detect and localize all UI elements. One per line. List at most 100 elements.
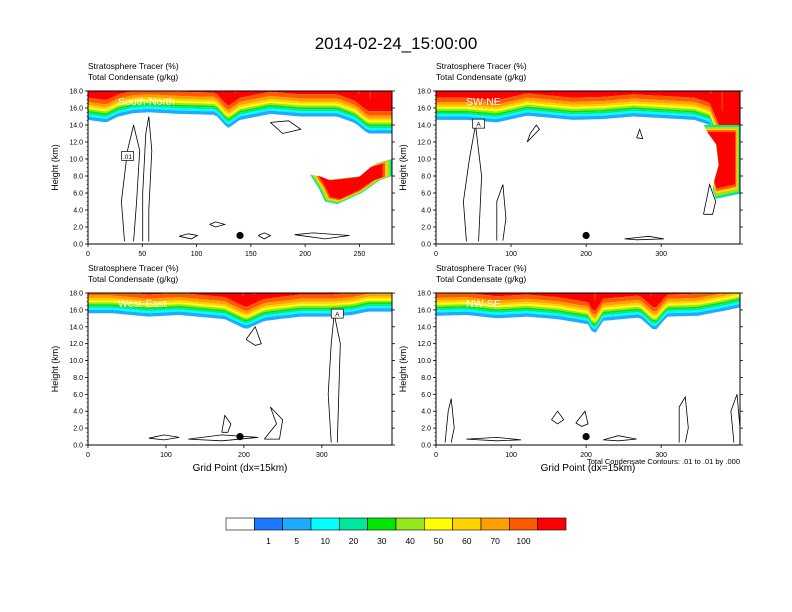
- contour-line: [444, 398, 455, 443]
- tropopause-fold: [703, 125, 740, 199]
- contour-title: Total Condensate (g/kg): [88, 72, 178, 82]
- colorbar-label: 10: [320, 536, 330, 546]
- contour-note: Total Condensate Contours: .01 to .01 by…: [587, 457, 740, 466]
- contour-label-box: [330, 308, 344, 319]
- y-axis-label: Height (km): [50, 144, 60, 191]
- x-tick-label: 250: [354, 251, 366, 258]
- contour-line: [209, 221, 227, 228]
- colorbar-label: 40: [405, 536, 415, 546]
- colorbar-label: 100: [516, 536, 530, 546]
- tracer-band-100: [88, 91, 392, 112]
- condensate-contours: [120, 116, 350, 242]
- y-tick-label: 12.0: [69, 140, 83, 147]
- tracer-streak: [223, 91, 225, 93]
- tracer-band-100: [436, 293, 740, 311]
- x-tick-label: 300: [655, 251, 667, 258]
- contour-line: [294, 232, 350, 240]
- y-tick-label: 14.0: [417, 123, 431, 130]
- contour-line: [678, 395, 689, 443]
- y-tick-label: 14.0: [69, 324, 83, 331]
- y-tick-label: 10.0: [417, 358, 431, 365]
- contour-line: [179, 233, 199, 240]
- location-marker: [236, 231, 244, 240]
- x-tick-label: 0: [434, 452, 438, 459]
- x-tick-label: 100: [505, 251, 517, 258]
- contour-line: [603, 435, 637, 442]
- tracer-band-5: [88, 306, 392, 326]
- tropopause-fold: [309, 159, 392, 205]
- fill-title: Stratosphere Tracer (%): [88, 263, 179, 273]
- x-axis-label: Grid Point (dx=15km): [541, 463, 636, 474]
- x-tick-label: 200: [299, 251, 311, 258]
- contour-line: [703, 183, 717, 215]
- x-tick-label: 150: [245, 251, 257, 258]
- y-tick-label: 18.0: [69, 291, 83, 298]
- y-tick-label: 16.0: [69, 307, 83, 314]
- tracer-streak: [234, 91, 237, 93]
- tracer-band-1: [436, 112, 740, 176]
- tracer-band-40: [88, 298, 392, 318]
- tracer-streak: [721, 91, 724, 112]
- fill-title: Stratosphere Tracer (%): [436, 263, 527, 273]
- y-tick-label: 0.0: [421, 242, 431, 249]
- colorbar-swatch: [423, 517, 453, 531]
- contour-line: [148, 434, 180, 441]
- colorbar-swatch: [367, 517, 397, 531]
- y-tick-label: 2.0: [73, 225, 83, 232]
- y-tick-label: 18.0: [69, 89, 83, 96]
- tracer-streak: [369, 91, 372, 99]
- colorbar-label: 30: [377, 536, 387, 546]
- colorbar-label: 60: [462, 536, 472, 546]
- contour-label: A: [335, 312, 340, 319]
- tracer-band-5: [436, 110, 740, 173]
- colorbar-label: 5: [294, 536, 299, 546]
- y-tick-label: 8.0: [421, 375, 431, 382]
- y-tick-label: 6.0: [73, 392, 83, 399]
- location-marker: [582, 433, 590, 441]
- y-tick-label: 10.0: [417, 157, 431, 164]
- condensate-contours: [444, 394, 740, 443]
- x-tick-label: 100: [191, 251, 203, 258]
- contour-line: [496, 184, 507, 241]
- tracer-band-70: [436, 93, 740, 159]
- tracer-streak: [358, 91, 360, 94]
- y-tick-label: 16.0: [417, 106, 431, 113]
- condensate-contours: [148, 314, 341, 443]
- colorbar-swatch: [254, 517, 283, 531]
- panel-label: NW-SE: [466, 298, 501, 310]
- x-axis-label: Grid Point (dx=15km): [193, 463, 288, 474]
- contour-label-box: [472, 118, 485, 129]
- tracer-streak: [709, 91, 712, 94]
- contour-line: [624, 235, 665, 241]
- y-tick-label: 12.0: [417, 140, 431, 147]
- tracer-band-100: [436, 91, 740, 154]
- tracer-band-60: [88, 94, 392, 119]
- y-tick-label: 16.0: [69, 106, 83, 113]
- y-axis-label: Height (km): [50, 346, 60, 393]
- tracer-band-20: [88, 103, 392, 127]
- location-marker: [236, 433, 244, 441]
- tracer-band-60: [88, 293, 392, 314]
- y-axis-label: Height (km): [398, 144, 408, 191]
- contour-line: [263, 406, 284, 440]
- colorbar-swatch: [395, 517, 425, 531]
- colorbar-label: 50: [434, 536, 444, 546]
- contour-line: [466, 436, 522, 442]
- panel-label: South-North: [118, 96, 175, 108]
- contour-line: [188, 434, 259, 442]
- tracer-band-100: [88, 293, 392, 307]
- contour-line: [636, 128, 644, 140]
- x-tick-label: 100: [505, 452, 517, 459]
- y-tick-label: 2.0: [421, 225, 431, 232]
- location-marker: [582, 231, 590, 240]
- tracer-band-10: [88, 304, 392, 324]
- colorbar-swatch: [282, 517, 312, 531]
- tracer-band-70: [436, 293, 725, 315]
- y-tick-label: 12.0: [69, 341, 83, 348]
- y-tick-label: 18.0: [417, 291, 431, 298]
- contour-line: [221, 414, 232, 433]
- tracer-band-50: [436, 100, 740, 164]
- x-tick-label: 100: [160, 452, 172, 459]
